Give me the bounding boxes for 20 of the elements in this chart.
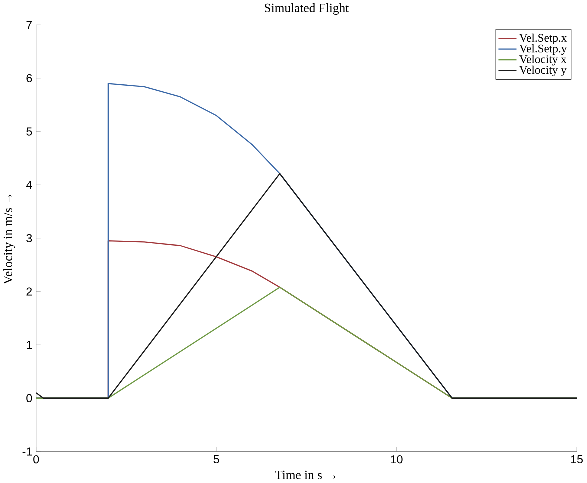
legend-label: Velocity x bbox=[520, 55, 567, 66]
y-axis-title: Velocity in m/s → bbox=[4, 194, 16, 285]
x-tick-label: 5 bbox=[214, 455, 220, 464]
y-tick-label: 0 bbox=[26, 394, 32, 403]
legend-label: Vel.Setp.y bbox=[520, 44, 568, 56]
y-tick-label: 6 bbox=[26, 74, 32, 83]
y-tick-label: -1 bbox=[22, 448, 32, 456]
y-tick-label: 4 bbox=[26, 181, 32, 190]
y-tick-label: 2 bbox=[26, 288, 32, 296]
y-tick-label: 3 bbox=[26, 234, 32, 243]
x-axis-title: Time in s → bbox=[275, 470, 336, 480]
y-tick-label: 1 bbox=[27, 341, 32, 350]
x-tick-label: 10 bbox=[391, 455, 403, 464]
y-tick-label: 5 bbox=[26, 128, 32, 136]
chart-title: Simulated Flight bbox=[265, 4, 350, 16]
y-tick-label: 7 bbox=[26, 21, 32, 30]
legend-label: Vel.Setp.x bbox=[520, 34, 568, 44]
x-tick-label: 0 bbox=[34, 455, 40, 464]
x-tick-label: 15 bbox=[571, 455, 583, 464]
legend-label: Velocity y bbox=[520, 66, 567, 76]
